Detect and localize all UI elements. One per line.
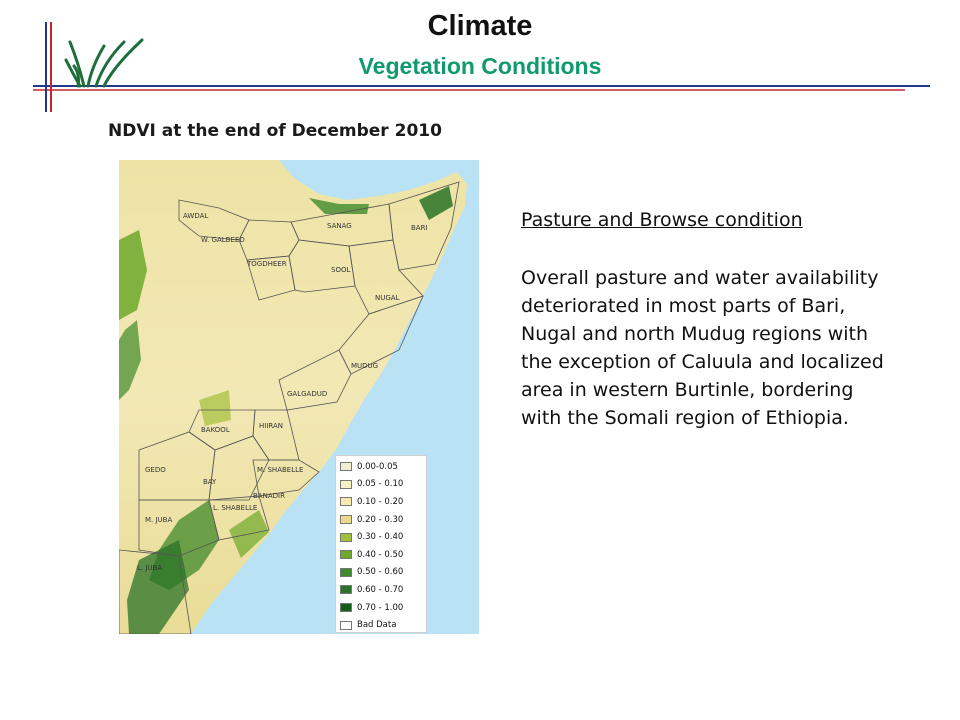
legend-item: 0.50 - 0.60 xyxy=(340,564,426,582)
region-labels: AWDAL W. GALBEED SANAG BARI TOGDHEER SOO… xyxy=(137,212,428,572)
legend-label: 0.00-0.05 xyxy=(357,461,398,472)
legend-item: 0.30 - 0.40 xyxy=(340,528,426,546)
legend-label: 0.50 - 0.60 xyxy=(357,567,404,578)
map-legend: 0.00-0.05 0.05 - 0.10 0.10 - 0.20 0.20 - 0.… xyxy=(335,455,427,633)
legend-label: 0.20 - 0.30 xyxy=(357,514,404,525)
region-label-l-juba: L. JUBA xyxy=(137,564,162,572)
region-label-l-shabelle: L. SHABELLE xyxy=(213,504,257,512)
legend-label: 0.60 - 0.70 xyxy=(357,584,404,595)
region-label-m-shabelle: M. SHABELLE xyxy=(257,466,303,474)
region-label-sanag: SANAG xyxy=(327,222,352,230)
map-title: NDVI at the end of December 2010 xyxy=(108,121,442,141)
legend-swatch xyxy=(340,515,352,525)
region-label-w-galbeed: W. GALBEED xyxy=(201,236,245,244)
legend-label: 0.30 - 0.40 xyxy=(357,532,404,543)
region-label-awdal: AWDAL xyxy=(183,212,208,220)
legend-swatch xyxy=(340,497,352,507)
legend-swatch xyxy=(340,567,352,577)
grass-logo-icon xyxy=(64,38,144,88)
region-label-bakool: BAKOOL xyxy=(201,426,230,434)
region-borders xyxy=(119,181,460,634)
legend-item: 0.60 - 0.70 xyxy=(340,581,426,599)
region-label-bay: BAY xyxy=(203,478,217,486)
legend-item: 0.10 - 0.20 xyxy=(340,493,426,511)
header-logo-rules xyxy=(33,22,930,112)
region-label-togdheer: TOGDHEER xyxy=(246,260,287,268)
legend-item: 0.40 - 0.50 xyxy=(340,546,426,564)
legend-label: 0.40 - 0.50 xyxy=(357,549,404,560)
region-label-hiiran: HIIRAN xyxy=(259,422,283,430)
legend-item: Bad Data xyxy=(340,616,426,634)
page-subtitle: Vegetation Conditions xyxy=(358,53,602,79)
region-label-banadir: BANADIR xyxy=(253,492,285,500)
text-panel: Pasture and Browse condition Overall pas… xyxy=(521,206,891,432)
region-label-nugal: NUGAL xyxy=(375,294,400,302)
legend-item: 0.20 - 0.30 xyxy=(340,511,426,529)
region-label-galgadud: GALGADUD xyxy=(287,390,327,398)
legend-item: 0.70 - 1.00 xyxy=(340,599,426,617)
panel-body: Overall pasture and water availability d… xyxy=(521,267,884,429)
legend-label: 0.05 - 0.10 xyxy=(357,479,404,490)
legend-swatch xyxy=(340,462,352,472)
legend-item: 0.05 - 0.10 xyxy=(340,476,426,494)
region-label-sool: SOOL xyxy=(331,266,350,274)
legend-label: 0.10 - 0.20 xyxy=(357,496,404,507)
legend-label: Bad Data xyxy=(357,620,397,631)
legend-swatch xyxy=(340,532,352,542)
region-label-mudug: MUDUG xyxy=(351,362,378,370)
legend-swatch xyxy=(340,550,352,560)
legend-swatch xyxy=(340,479,352,489)
page-title: Climate xyxy=(427,10,533,42)
legend-swatch xyxy=(340,585,352,595)
region-label-gedo: GEDO xyxy=(145,466,166,474)
panel-heading: Pasture and Browse condition xyxy=(521,209,803,231)
region-label-m-juba: M. JUBA xyxy=(145,516,172,524)
legend-label: 0.70 - 1.00 xyxy=(357,602,404,613)
legend-swatch xyxy=(340,603,352,613)
legend-item: 0.00-0.05 xyxy=(340,458,426,476)
region-label-bari: BARI xyxy=(411,224,428,232)
legend-swatch xyxy=(340,620,352,630)
